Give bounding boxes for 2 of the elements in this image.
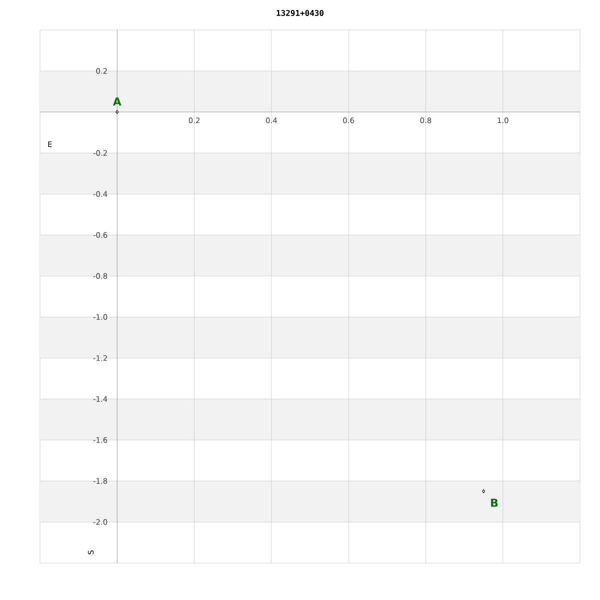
annotation: A	[112, 97, 122, 106]
annotation: B	[491, 498, 498, 507]
